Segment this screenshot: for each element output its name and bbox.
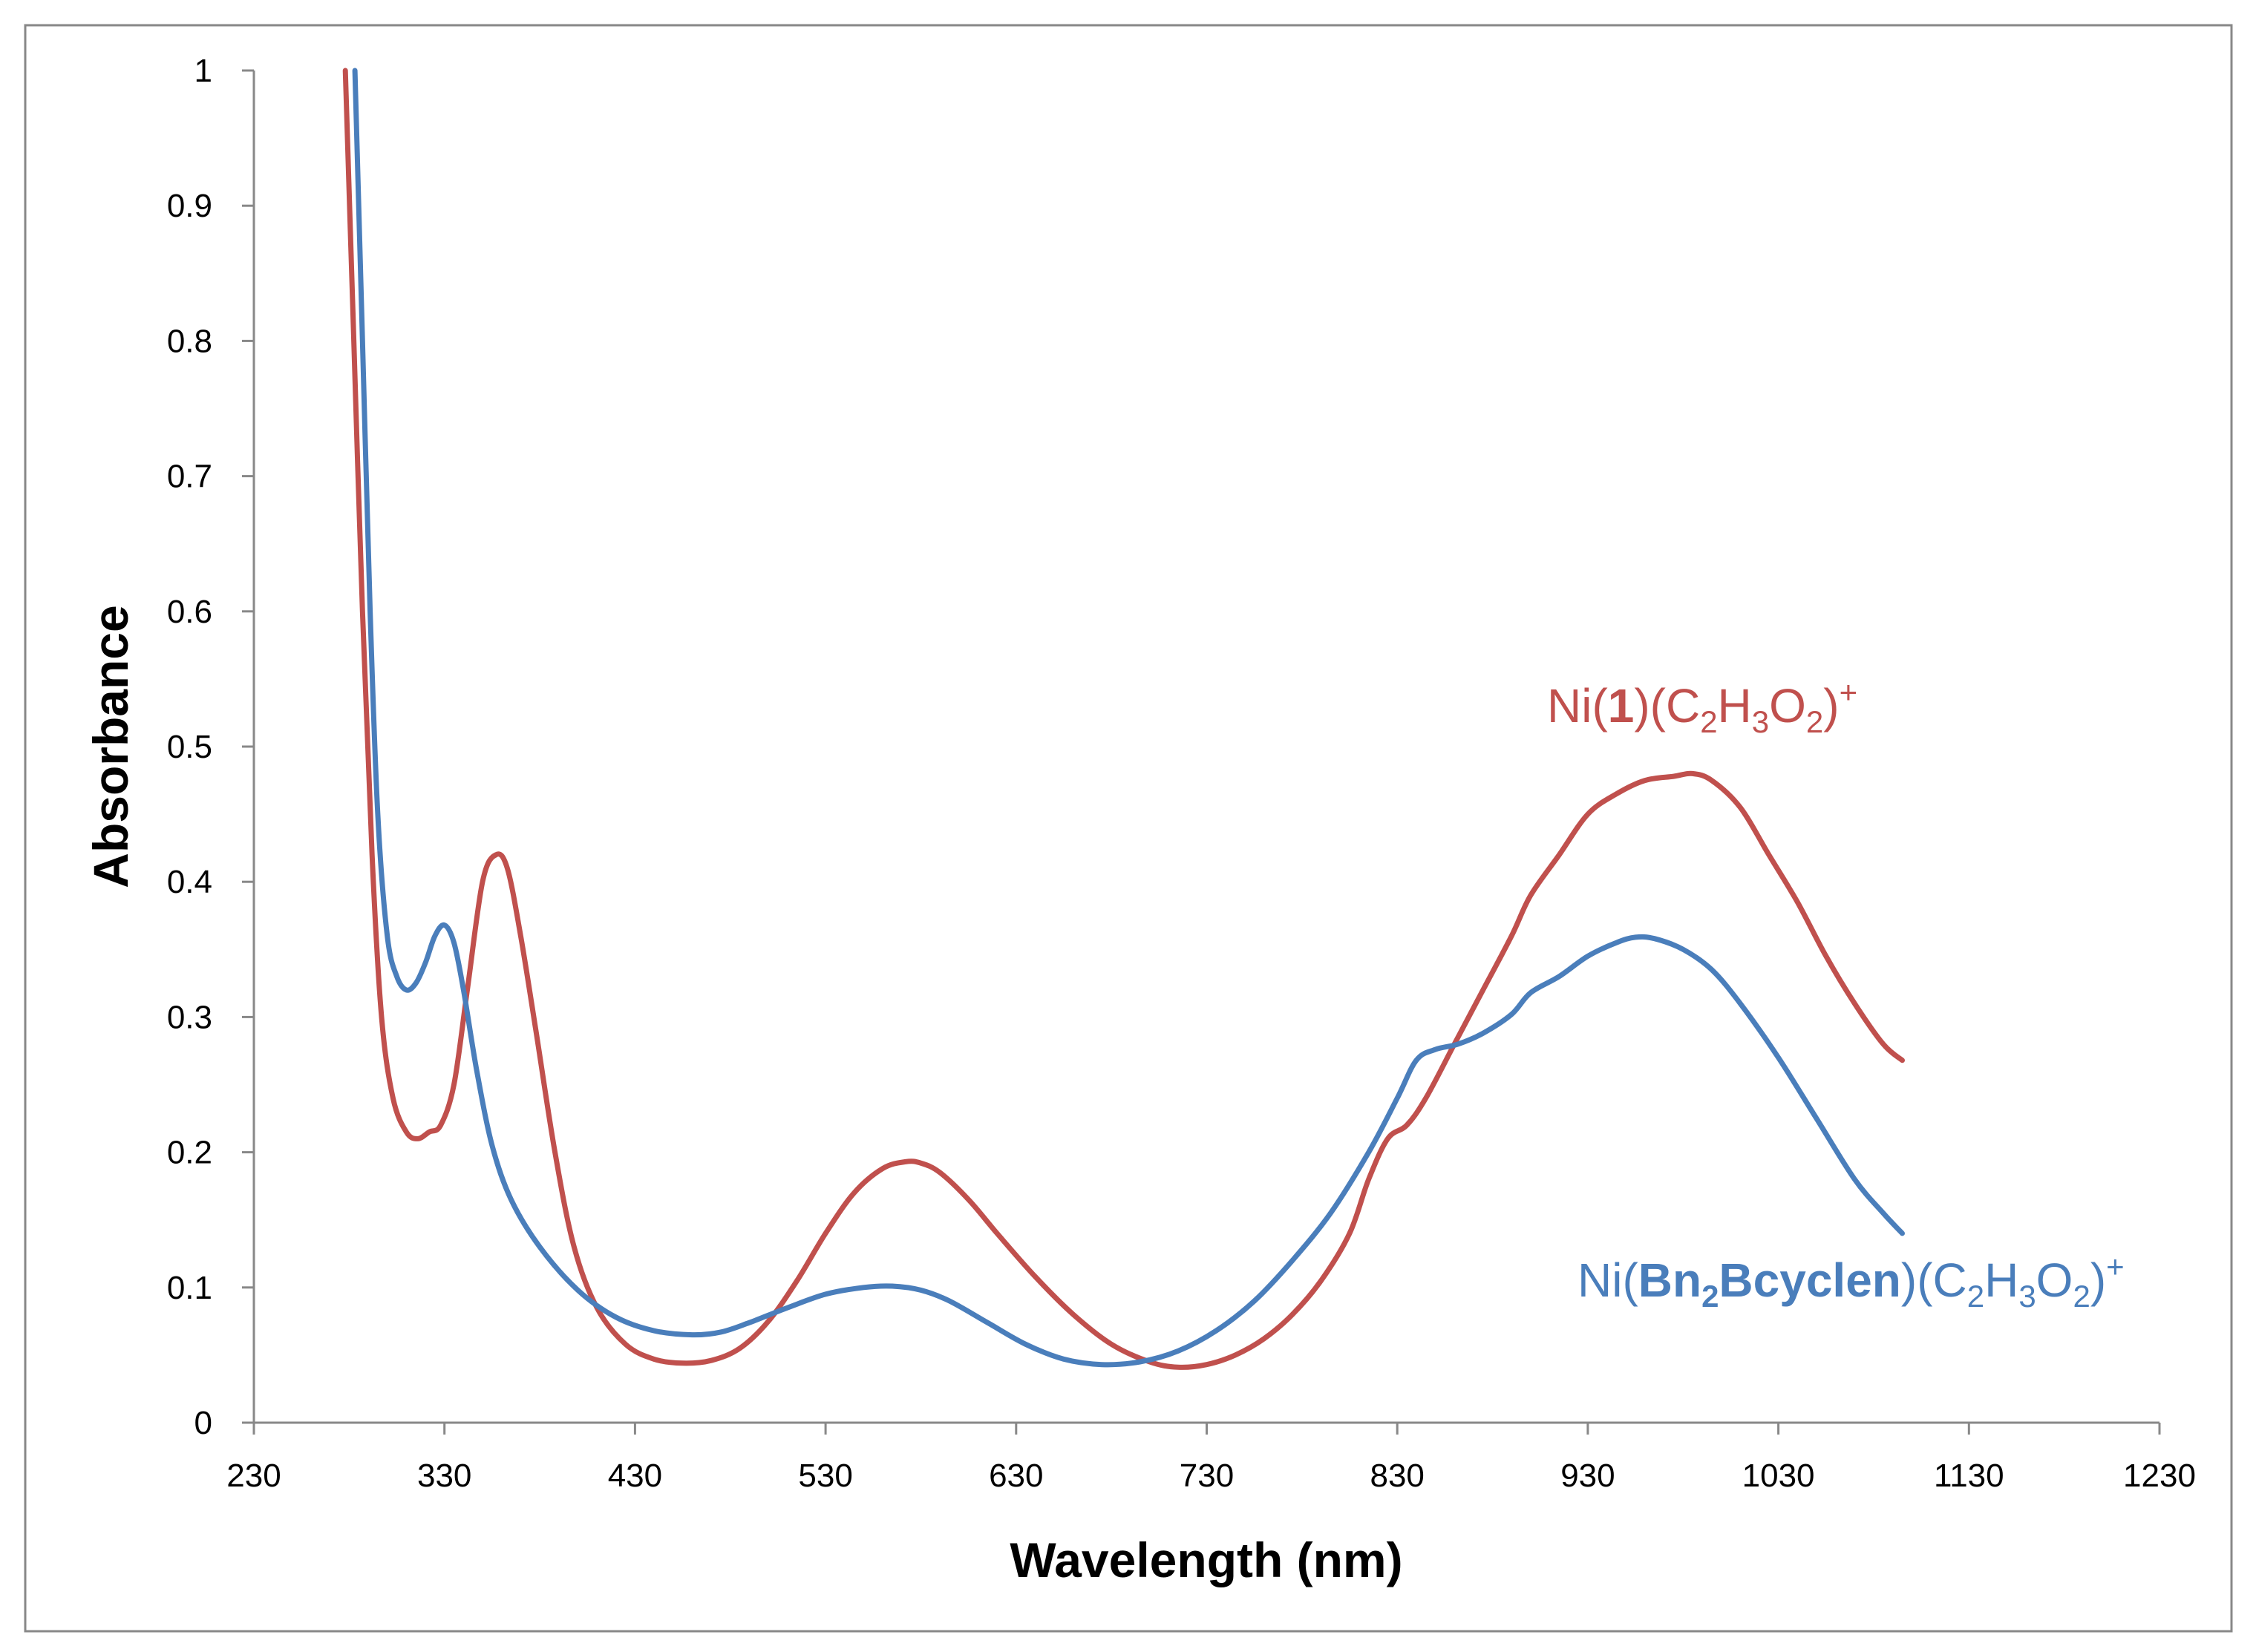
y-tick-label: 0 bbox=[194, 1405, 212, 1441]
series-1-o: O bbox=[1769, 679, 1806, 732]
series-2-sub-3: 2 bbox=[2073, 1279, 2090, 1314]
series-line-2 bbox=[352, 68, 1905, 1368]
y-axis-title: Absorbance bbox=[83, 605, 138, 888]
y-ticks: 0 0.1 0.2 0.3 0.4 0.5 0.6 0.7 0.8 0.9 1 bbox=[167, 53, 254, 1441]
series-2-close: ) bbox=[2090, 1253, 2106, 1307]
series-line-1 bbox=[342, 68, 1905, 1370]
series-1-h: H bbox=[1718, 679, 1752, 732]
series-2-mid: )(C bbox=[1901, 1253, 1967, 1307]
x-tick-label: 1130 bbox=[1934, 1458, 2004, 1494]
x-tick-label: 430 bbox=[608, 1458, 662, 1494]
series-1-close: ) bbox=[1823, 679, 1839, 732]
series-1-sub-3: 2 bbox=[1806, 704, 1823, 739]
series-label-ni-bn2bcyclen: Ni(Bn2Bcyclen)(C2H3O2)+ bbox=[1577, 1249, 2125, 1314]
x-tick-label: 330 bbox=[417, 1458, 471, 1494]
x-tick-label: 1230 bbox=[2123, 1458, 2196, 1494]
x-ticks: 230 330 430 530 630 730 830 930 1030 1130 1230 bbox=[226, 1423, 2196, 1494]
x-tick-label: 730 bbox=[1180, 1458, 1234, 1494]
series-2-h: H bbox=[1984, 1253, 2018, 1307]
x-tick-label: 230 bbox=[226, 1458, 281, 1494]
series-2-charge: + bbox=[2106, 1249, 2125, 1284]
series-2-sub-1: 2 bbox=[1967, 1279, 1984, 1314]
series-2-prefix: Ni( bbox=[1577, 1253, 1638, 1307]
series-1-ligand: 1 bbox=[1608, 679, 1635, 732]
y-tick-label: 0.8 bbox=[167, 323, 212, 359]
y-tick-label: 0.2 bbox=[167, 1135, 212, 1171]
x-tick-label: 830 bbox=[1370, 1458, 1424, 1494]
series-2-ligand: Bn bbox=[1638, 1253, 1701, 1307]
y-tick-label: 1 bbox=[194, 53, 212, 89]
series-2-ligand-sub: 2 bbox=[1701, 1279, 1719, 1314]
series-2-sub-2: 3 bbox=[2018, 1279, 2036, 1314]
x-tick-label: 530 bbox=[798, 1458, 852, 1494]
y-tick-label: 0.9 bbox=[167, 188, 212, 224]
chart-border bbox=[24, 24, 2233, 1633]
y-tick-label: 0.5 bbox=[167, 729, 212, 765]
y-tick-label: 0.4 bbox=[167, 864, 212, 900]
series-group bbox=[342, 68, 1905, 1370]
x-tick-label: 1030 bbox=[1742, 1458, 1815, 1494]
series-1-mid: )(C bbox=[1634, 679, 1700, 732]
x-axis-title: Wavelength (nm) bbox=[1010, 1533, 1402, 1587]
y-tick-label: 0.1 bbox=[167, 1270, 212, 1306]
y-tick-label: 0.3 bbox=[167, 999, 212, 1035]
series-label-ni-1: Ni(1)(C2H3O2)+ bbox=[1547, 675, 1857, 739]
y-tick-label: 0.7 bbox=[167, 459, 212, 495]
series-1-prefix: Ni( bbox=[1547, 679, 1608, 732]
series-2-ligand-rest: Bcyclen bbox=[1719, 1253, 1900, 1307]
y-tick-label: 0.6 bbox=[167, 594, 212, 630]
series-1-charge: + bbox=[1840, 675, 1858, 709]
x-tick-label: 630 bbox=[989, 1458, 1043, 1494]
series-2-o: O bbox=[2036, 1253, 2073, 1307]
x-tick-label: 930 bbox=[1560, 1458, 1615, 1494]
series-1-sub-2: 3 bbox=[1752, 704, 1769, 739]
series-1-sub-1: 2 bbox=[1700, 704, 1717, 739]
